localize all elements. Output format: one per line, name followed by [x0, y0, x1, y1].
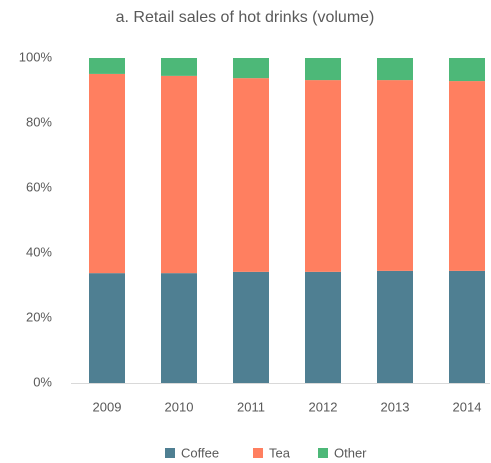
bar-segment [449, 270, 485, 383]
legend-label: Other [334, 445, 367, 460]
bar-segment [89, 273, 125, 383]
bar-segment [377, 270, 413, 383]
bar-segment [233, 58, 269, 79]
bar-segment [377, 58, 413, 81]
x-tick-label: 2009 [93, 399, 122, 414]
x-tick-label: 2010 [165, 399, 194, 414]
legend-swatch [253, 448, 263, 458]
y-tick-label: 60% [26, 179, 52, 194]
bar-segment [89, 73, 125, 274]
bar-segment [377, 80, 413, 271]
x-tick-label: 2011 [237, 399, 265, 414]
bar-segment [89, 58, 125, 74]
bar-segment [161, 75, 197, 274]
bar-segment [233, 78, 269, 272]
bar-segment [233, 271, 269, 383]
x-tick-label: 2012 [309, 399, 338, 414]
bar-segment [449, 58, 485, 82]
bar-segment [305, 80, 341, 272]
legend-label: Coffee [181, 445, 219, 460]
chart-title: a. Retail sales of hot drinks (volume) [116, 9, 375, 26]
x-tick-label: 2013 [381, 399, 410, 414]
bar-segment [161, 273, 197, 383]
y-tick-label: 40% [26, 244, 52, 259]
y-tick-label: 20% [26, 309, 52, 324]
y-tick-label: 0% [33, 374, 52, 389]
x-tick-label: 2014 [453, 399, 482, 414]
y-tick-label: 100% [19, 49, 53, 64]
legend-swatch [165, 448, 175, 458]
y-tick-label: 80% [26, 114, 52, 129]
bar-segment [161, 58, 197, 76]
legend-swatch [318, 448, 328, 458]
legend-label: Tea [269, 445, 291, 460]
bar-segment [305, 58, 341, 81]
bar-segment [305, 271, 341, 383]
bar-segment [449, 81, 485, 271]
